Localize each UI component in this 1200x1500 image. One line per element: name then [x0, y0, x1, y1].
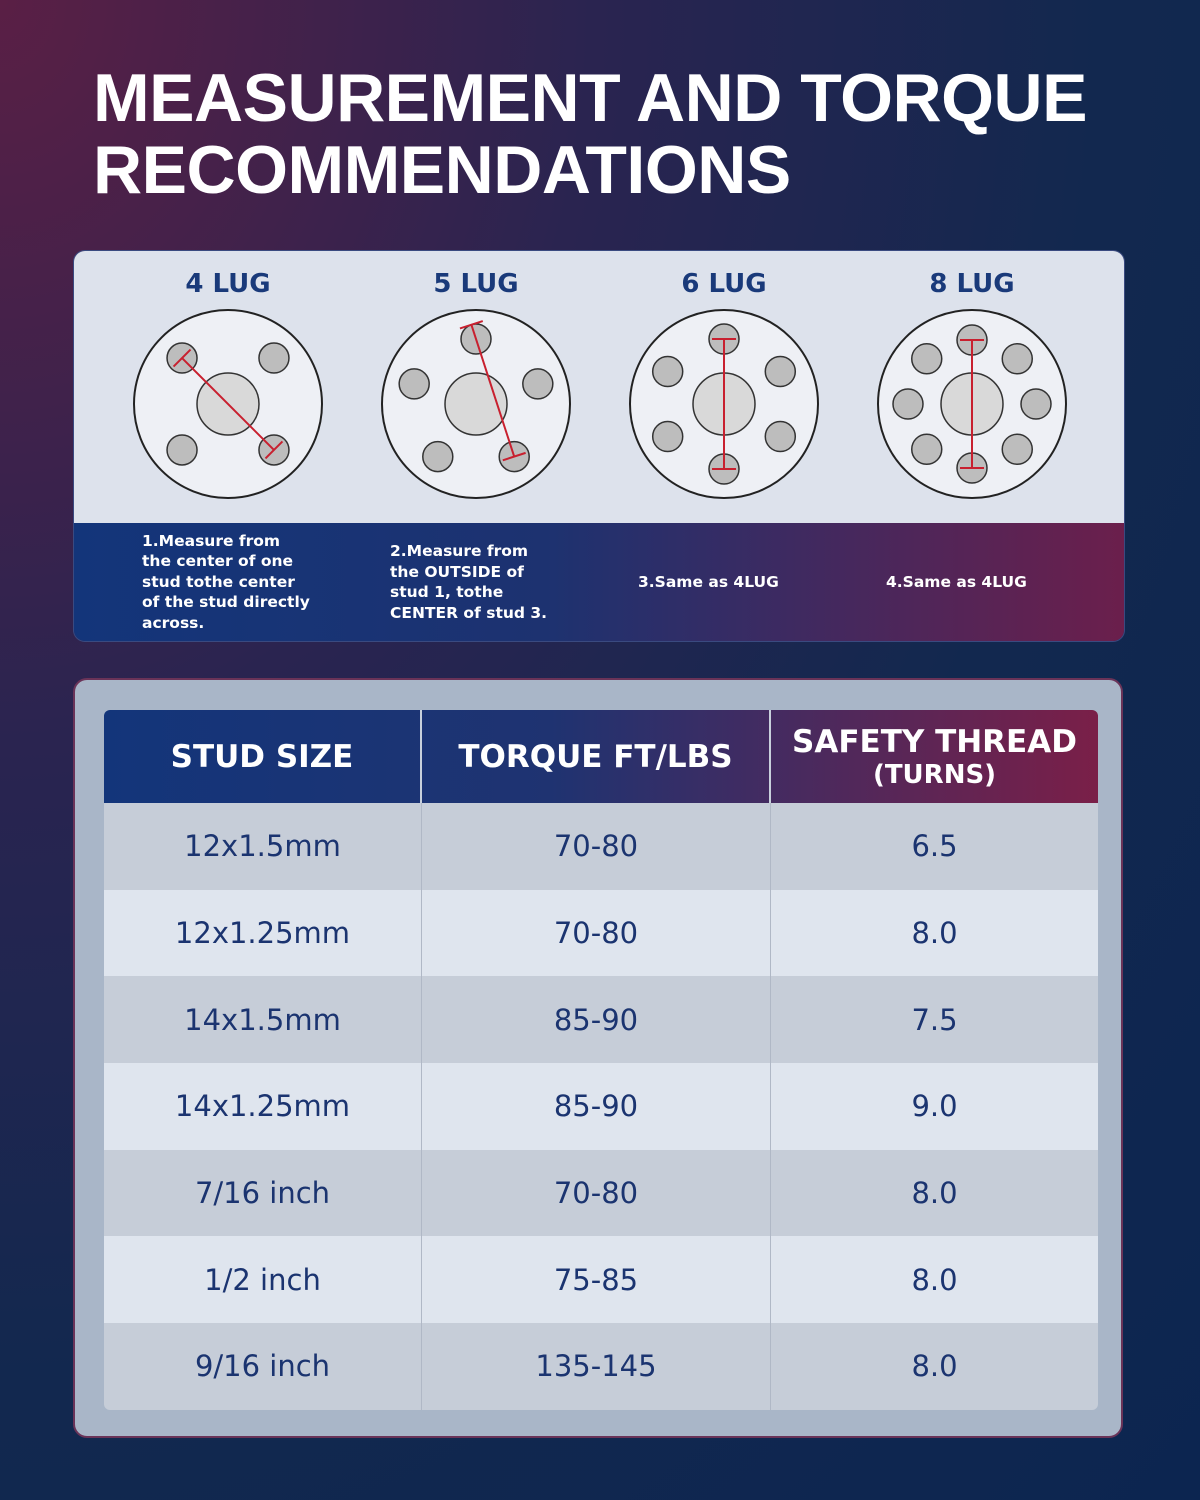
table-cell: 135-145 [422, 1323, 771, 1410]
table-cell: 70-80 [422, 803, 771, 890]
instruction-text: 4.Same as 4LUG [886, 572, 1027, 591]
table-cell: 8.0 [911, 916, 958, 951]
table-cell: 7/16 inch [104, 1149, 422, 1237]
measure-tick [502, 451, 526, 462]
stud [398, 368, 430, 400]
stud [651, 420, 684, 453]
table-cell: 12x1.25mm [104, 889, 422, 977]
stud [1001, 433, 1034, 466]
table-cell: 7.5 [911, 1002, 958, 1037]
table-row: 9/16 inch 135-145 8.0 [104, 1323, 1098, 1410]
title-line: RECOMMENDATIONS [93, 132, 791, 208]
measure-line [470, 324, 516, 457]
stud [892, 388, 924, 420]
lug-label: 6 LUG [681, 269, 766, 299]
table-cell: 8.0 [911, 1262, 958, 1297]
table-cell: 14x1.25mm [104, 1063, 422, 1150]
header-text: TORQUE FT/LBS [458, 738, 733, 775]
stud [422, 440, 454, 473]
header-cell: STUD SIZE [104, 710, 422, 803]
table-cell: 70-80 [422, 889, 771, 977]
table-panel: STUD SIZE TORQUE FT/LBS SAFETY THREAD (TURN… [73, 678, 1123, 1438]
instructions: 1.Measure from the center of one stud to… [74, 523, 1124, 641]
stud [764, 420, 797, 453]
stud [910, 342, 943, 375]
table-cell: 9/16 inch [104, 1323, 422, 1410]
header-row: STUD SIZE TORQUE FT/LBS SAFETY THREAD (TURN… [104, 710, 1098, 803]
table-cell: 85-90 [422, 1063, 771, 1150]
table-row: 12x1.25mm 70-80 8.0 [104, 889, 1098, 977]
table-cell: 6.5 [911, 829, 958, 864]
table-row: 7/16 inch 70-80 8.0 [104, 1149, 1098, 1237]
instruction-column: 4.Same as 4LUG [848, 523, 1096, 641]
measure-tick [459, 320, 484, 330]
table-cell: 75-85 [422, 1236, 771, 1324]
lug-diagrams: 4 LUG 5 LUG 6 LUG 8 LUG [74, 251, 1124, 523]
stud [1020, 388, 1052, 420]
lug-label: 5 LUG [433, 269, 518, 299]
table-body: 12x1.5mm 70-80 6.5 12x1.25mm 70-80 8.0 14x1.5m… [104, 803, 1098, 1410]
measure-tick [264, 440, 284, 460]
stud [522, 368, 554, 400]
instruction-column: 1.Measure from the center of one stud to… [104, 523, 352, 641]
instruction-text: 1.Measure from the center of one stud to… [142, 531, 310, 632]
stud [651, 355, 684, 388]
torque-table: STUD SIZE TORQUE FT/LBS SAFETY THREAD (TURN… [104, 710, 1098, 1410]
header-cell: TORQUE FT/LBS [422, 710, 771, 803]
table-cell: 14x1.5mm [104, 976, 422, 1064]
lug-panel: 4 LUG 5 LUG 6 LUG 8 LUG 1.Measure from the … [73, 250, 1125, 642]
instruction-column: 3.Same as 4LUG [600, 523, 848, 641]
lug-label: 8 LUG [929, 269, 1014, 299]
table-cell: 1/2 inch [104, 1236, 422, 1324]
table-cell: 8.0 [911, 1176, 958, 1211]
table-cell: 8.0 [911, 1349, 958, 1384]
stud [1001, 342, 1034, 375]
instruction-text: 3.Same as 4LUG [638, 572, 779, 591]
title: MEASUREMENT AND TORQUE RECOMMENDATIONS [93, 62, 1087, 206]
table-row: 1/2 inch 75-85 8.0 [104, 1236, 1098, 1324]
title-line: MEASUREMENT AND TORQUE [93, 60, 1087, 136]
table-cell: 85-90 [422, 976, 771, 1064]
instruction-column: 2.Measure from the OUTSIDE of stud 1, to… [352, 523, 600, 641]
instruction-text: 2.Measure from the OUTSIDE of stud 1, to… [390, 542, 548, 622]
header-unit: (TURNS) [872, 759, 997, 790]
measure-tick [172, 348, 192, 368]
header-cell: SAFETY THREAD (TURNS) [771, 710, 1098, 803]
header-text: STUD SIZE [170, 738, 354, 775]
stud [910, 433, 943, 466]
table-row: 14x1.25mm 85-90 9.0 [104, 1063, 1098, 1150]
stud [764, 355, 797, 388]
stud [258, 342, 290, 374]
header-text: SAFETY THREAD [792, 723, 1077, 760]
stud [166, 434, 198, 466]
table-row: 14x1.5mm 85-90 7.5 [104, 976, 1098, 1064]
table-cell: 70-80 [422, 1149, 771, 1237]
table-row: 12x1.5mm 70-80 6.5 [104, 803, 1098, 890]
table-cell: 9.0 [911, 1089, 958, 1124]
measure-line [181, 357, 275, 451]
table-cell: 12x1.5mm [104, 803, 422, 890]
lug-label: 4 LUG [185, 269, 270, 299]
